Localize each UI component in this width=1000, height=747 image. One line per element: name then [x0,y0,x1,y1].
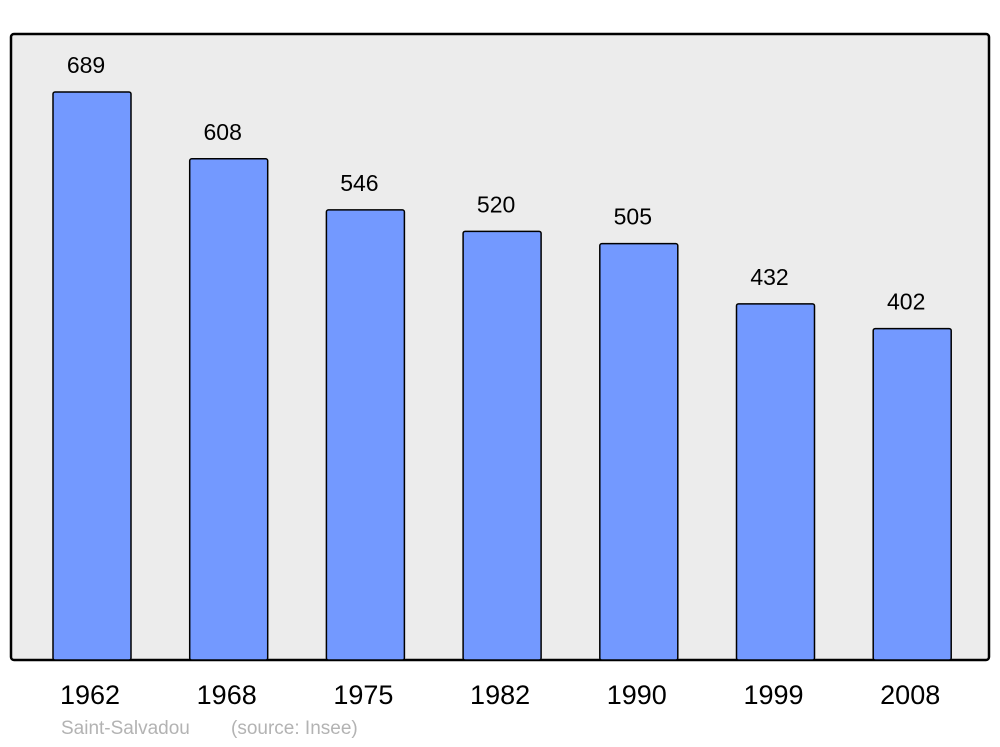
x-tick-label-1975: 1975 [333,680,393,710]
bar-1990 [599,242,679,661]
bar-1982 [462,230,542,661]
bar-1962 [52,91,132,661]
data-label-1999: 432 [750,264,788,290]
data-label-2008: 402 [887,289,925,315]
x-tick-label-1999: 1999 [743,680,803,710]
data-label-1990: 505 [614,204,652,230]
bar-1975 [325,209,406,661]
x-tick-label-2008: 2008 [880,680,940,710]
data-label-1975: 546 [340,170,378,196]
data-label-1962: 689 [67,52,105,78]
bar-2008 [872,327,952,661]
bar-1999 [735,303,816,661]
x-tick-label-1990: 1990 [607,680,667,710]
bar-1968 [188,158,269,661]
place-name: Saint-Salvadou [61,718,190,739]
x-tick-label-1962: 1962 [60,680,120,710]
data-label-1968: 608 [204,119,242,145]
x-tick-label-1968: 1968 [197,680,257,710]
x-tick-label-1982: 1982 [470,680,530,710]
source-note: (source: Insee) [231,718,358,739]
data-label-1982: 520 [477,191,515,217]
